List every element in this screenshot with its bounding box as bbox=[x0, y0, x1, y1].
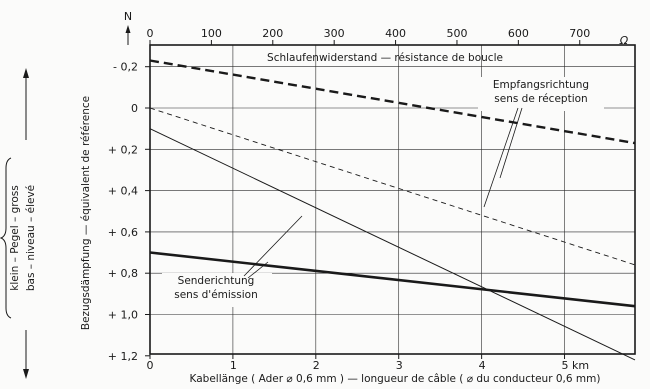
plot-frame bbox=[149, 44, 636, 355]
y-tick-label: + 1,0 bbox=[108, 309, 138, 322]
x-tick-label: 3 bbox=[396, 359, 403, 372]
annotation-emission-line2: sens d'émission bbox=[174, 289, 258, 301]
series-line-thin-solid bbox=[149, 128, 636, 361]
y-unit-arrow-icon bbox=[125, 25, 131, 33]
annotation-emission-leader-1 bbox=[243, 215, 303, 277]
annotation-reception-line1: Empfangsrichtung bbox=[493, 79, 589, 91]
y-axis-title: Bezugsdämpfung — équivalent de référence bbox=[80, 96, 92, 330]
top-tick-label: 0 bbox=[147, 27, 154, 40]
x-tick-label: 2 bbox=[313, 359, 320, 372]
series-lines bbox=[149, 59, 636, 361]
x-tick-label: 5 km bbox=[562, 359, 590, 372]
y-tick-label: 0 bbox=[131, 102, 138, 115]
y-axis-unit: N bbox=[124, 10, 132, 23]
annotation-reception-leader-2 bbox=[483, 107, 519, 208]
annotation-emission-bg bbox=[162, 273, 272, 307]
side-label-level-fr: bas – niveau – élevé bbox=[25, 185, 37, 291]
x-axis-title: Kabellänge ( Ader ⌀ 0,6 mm ) — longueur … bbox=[190, 373, 601, 385]
top-tick-label: 100 bbox=[201, 27, 222, 40]
annotation-reception-line2: sens de réception bbox=[494, 93, 587, 105]
top-tick-label: 400 bbox=[385, 27, 406, 40]
y-tick-label: + 1,2 bbox=[108, 350, 138, 363]
y-tick-label: - 0,2 bbox=[113, 61, 138, 74]
y-tick-label: + 0,8 bbox=[108, 267, 138, 280]
arrow-up-icon bbox=[23, 68, 29, 78]
axes: - 0,2 0 + 0,2 + 0,4 + 0,6 + 0,8 + 1,0 + 1,2 0 1 2 3… bbox=[108, 27, 636, 372]
annotation-reception-leader-1 bbox=[499, 107, 523, 179]
y-tick-label: + 0,4 bbox=[108, 185, 138, 198]
series-line-thick-solid bbox=[149, 251, 636, 308]
top-tick-label: 200 bbox=[262, 27, 283, 40]
annotation-emission-leader-2 bbox=[247, 261, 269, 279]
top-tick-label: 300 bbox=[324, 27, 345, 40]
y-tick-label: + 0,2 bbox=[108, 143, 138, 156]
x-tick-label: 4 bbox=[479, 359, 486, 372]
arrow-down-icon bbox=[23, 369, 29, 379]
top-axis-title: Schlaufenwiderstand — résistance de bouc… bbox=[267, 52, 503, 64]
top-tick-label: 700 bbox=[569, 27, 590, 40]
side-label-level-de: klein – Pegel – gross bbox=[9, 185, 21, 290]
top-axis-unit: Ω bbox=[619, 34, 629, 47]
top-tick-label: 500 bbox=[446, 27, 467, 40]
y-tick-label: + 0,6 bbox=[108, 226, 138, 239]
series-line-thin-dashed bbox=[149, 107, 636, 266]
x-tick-label: 0 bbox=[147, 359, 154, 372]
annotation-reception-bg bbox=[478, 77, 604, 111]
series-line-thick-dashed bbox=[149, 59, 636, 145]
x-tick-label: 1 bbox=[230, 359, 237, 372]
side-brace bbox=[0, 157, 12, 319]
annotation-emission-line1: Senderichtung bbox=[178, 275, 255, 287]
top-tick-label: 600 bbox=[508, 27, 529, 40]
